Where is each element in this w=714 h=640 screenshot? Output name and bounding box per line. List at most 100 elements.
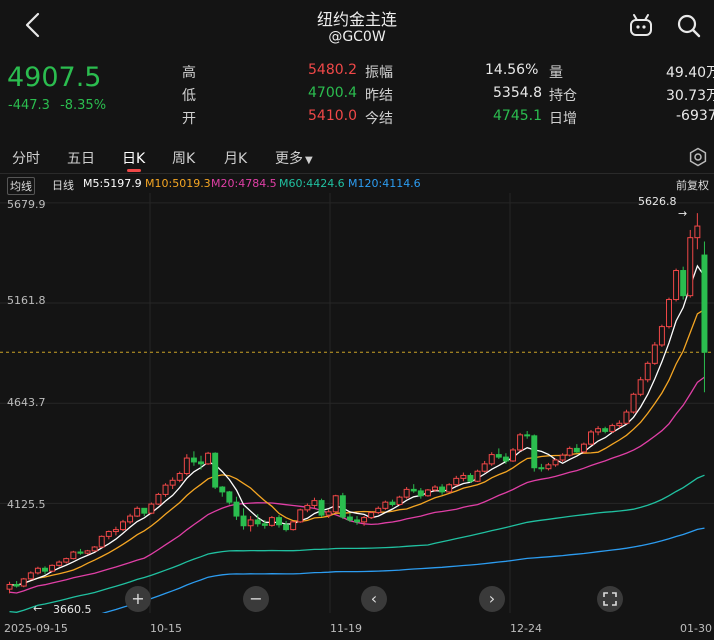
ma10-line	[9, 309, 705, 586]
ma5-line	[9, 264, 706, 586]
candle-up	[424, 489, 431, 497]
x-tick-label: 2025-09-15	[4, 622, 68, 635]
candle-down	[354, 519, 360, 523]
candle-up	[687, 237, 694, 297]
candle-down	[573, 447, 580, 453]
candle-up	[637, 379, 644, 395]
candle-up	[644, 362, 651, 381]
tab-monthly-k[interactable]: 月K	[224, 151, 248, 167]
caret-down-icon: ▼	[305, 155, 313, 166]
search-icon[interactable]	[675, 12, 703, 40]
candle-up	[49, 564, 56, 572]
y-tick-label: 4125.5	[7, 498, 46, 511]
x-tick-label: 01-30	[680, 622, 712, 635]
candle-up	[580, 443, 587, 453]
candle-up	[616, 422, 623, 427]
candle-down	[538, 467, 545, 470]
tab-five-day[interactable]: 五日	[67, 151, 95, 167]
candle-down	[261, 523, 268, 526]
page-title: 纽约金主连	[316, 10, 397, 29]
candle-down	[439, 486, 446, 493]
day-line-toggle[interactable]: 日线	[52, 179, 74, 192]
candle-down	[190, 457, 197, 463]
zoom-in-button[interactable]: +	[125, 586, 151, 612]
price-adjust-mode[interactable]: 前复权	[676, 179, 709, 192]
candle-down	[502, 456, 509, 462]
ma20-value: M20:4784.5	[211, 177, 277, 190]
low-value: 4700.4	[308, 85, 357, 101]
candle-up	[368, 512, 375, 519]
open-label: 开	[182, 111, 196, 127]
zoom-out-button[interactable]: −	[243, 586, 269, 612]
x-tick-label: 10-15	[150, 622, 182, 635]
candle-up	[34, 567, 41, 574]
ma-legend: 均线 日线 M5:5197.9 M10:5019.3 M20:4784.5 M6…	[0, 175, 714, 195]
last-price: 4907.5	[7, 62, 102, 93]
scroll-right-button[interactable]: ›	[479, 586, 505, 612]
open-value: 5410.0	[308, 108, 357, 124]
ma5-value: M5:5197.9	[83, 177, 142, 190]
tab-daily-k[interactable]: 日K	[122, 151, 146, 167]
ma120-line	[101, 527, 705, 613]
price-change: -447.3 -8.35%	[8, 98, 106, 113]
ma20-line	[9, 376, 705, 594]
y-tick-label: 4643.7	[7, 396, 46, 409]
candle-up	[91, 546, 98, 552]
high-label: 高	[182, 65, 196, 81]
settle-label: 今结	[365, 111, 393, 127]
tab-weekly-k[interactable]: 周K	[172, 151, 196, 167]
candlestick-chart[interactable]	[0, 193, 714, 613]
ma-type-selector[interactable]: 均线	[7, 177, 35, 195]
open-interest-value: 30.73万	[666, 88, 714, 104]
settings-gear-icon[interactable]	[688, 147, 708, 167]
back-arrow-icon[interactable]	[18, 10, 48, 40]
candle-up	[545, 464, 552, 470]
candle-down	[318, 500, 325, 516]
fullscreen-button[interactable]	[597, 586, 623, 612]
tab-more[interactable]: 更多 ▼	[275, 148, 313, 168]
prev-settle-label: 昨结	[365, 88, 393, 104]
candle-up	[651, 344, 658, 364]
candle-down	[212, 452, 219, 488]
candle-down	[389, 501, 396, 505]
candle-down	[339, 495, 346, 518]
candle-down	[141, 507, 148, 514]
candle-up	[453, 477, 460, 486]
candle-down	[233, 501, 240, 517]
candle-up	[148, 503, 155, 514]
candle-up	[325, 511, 332, 516]
candle-down	[276, 517, 282, 526]
scroll-left-button[interactable]: ‹	[361, 586, 387, 612]
candle-up	[396, 496, 403, 505]
ma60-line	[9, 474, 705, 613]
divider	[0, 173, 714, 174]
candle-down	[531, 435, 538, 469]
candle-up	[70, 551, 77, 560]
change-percent: -8.35%	[60, 98, 107, 113]
candle-up	[609, 425, 616, 432]
candle-down	[410, 488, 417, 492]
tab-intraday[interactable]: 分时	[12, 151, 40, 167]
candle-down	[346, 516, 353, 521]
candle-up	[63, 558, 70, 563]
candle-up	[630, 393, 637, 413]
candle-up	[595, 428, 602, 433]
tab-more-label: 更多	[275, 151, 303, 167]
fullscreen-icon	[603, 592, 617, 606]
candle-down	[240, 515, 247, 527]
candle-up	[588, 431, 594, 445]
candle-up	[673, 270, 680, 301]
y-tick-label: 5679.9	[7, 198, 46, 211]
candle-down	[602, 428, 609, 432]
ma60-value: M60:4424.6	[279, 177, 345, 190]
candle-up	[510, 449, 516, 462]
candle-up	[517, 434, 524, 451]
candle-up	[176, 473, 183, 481]
candle-up	[559, 454, 566, 461]
candle-down	[495, 454, 502, 458]
candle-down	[198, 461, 204, 465]
robot-assistant-icon[interactable]	[627, 12, 655, 40]
amplitude-value: 14.56%	[485, 62, 539, 78]
active-tab-indicator	[127, 169, 141, 172]
candle-up	[304, 504, 311, 511]
